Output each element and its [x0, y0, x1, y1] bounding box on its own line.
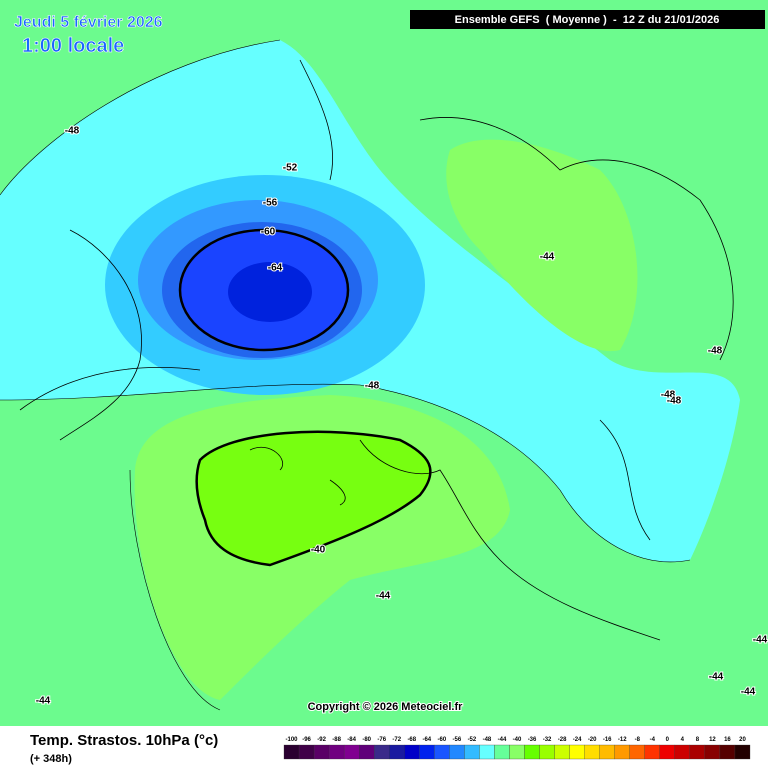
legend-swatch [389, 744, 405, 760]
legend-swatch [359, 744, 375, 760]
footer-title: Temp. Strastos. 10hPa (°c) [30, 732, 218, 749]
legend-tick: -76 [377, 737, 386, 743]
legend-swatch [599, 744, 615, 760]
legend-swatch [404, 744, 420, 760]
legend-swatch [494, 744, 510, 760]
isotherm [0, 39, 691, 711]
legend-tick: 0 [666, 737, 670, 743]
contour-label: -48 [661, 390, 676, 401]
contour-label: -44 [376, 591, 391, 602]
contour-label: -44 [36, 696, 51, 707]
legend-tick: -100 [286, 737, 299, 743]
legend-swatch [374, 744, 390, 760]
legend-swatch [464, 744, 480, 760]
legend-tick: -24 [573, 737, 582, 743]
legend-swatch [343, 744, 360, 760]
color-legend: -100 -96 -92 -88 -84 -80 -76 -72 -68 -64 -60 -56 -52… [283, 737, 751, 760]
run-box [410, 10, 765, 29]
legend-swatch [298, 744, 315, 760]
legend-swatch [629, 744, 645, 760]
legend-tick: -84 [347, 737, 356, 743]
legend-swatch [479, 744, 495, 760]
contour-label: -48 [708, 346, 723, 357]
legend-swatch [614, 744, 630, 760]
legend-tick: 8 [696, 737, 700, 743]
legend-tick: -16 [603, 737, 612, 743]
legend-swatch [644, 744, 660, 760]
legend-tick: -44 [498, 737, 507, 743]
legend-tick: -92 [317, 737, 326, 743]
legend-tick: -4 [650, 737, 656, 743]
run-info: Ensemble GEFS ( Moyenne ) - 12 Z du 21/0… [455, 14, 720, 26]
lead-time: (+ 348h) [30, 753, 72, 765]
legend-tick: -56 [453, 737, 462, 743]
contour-label: -48 [365, 381, 380, 392]
legend-tick: 12 [709, 737, 716, 743]
legend-tick: -68 [407, 737, 416, 743]
legend-tick: -60 [438, 737, 447, 743]
field-64 [228, 262, 312, 322]
light-green-field [446, 139, 638, 352]
legend-swatch [719, 744, 736, 760]
contour-label: -60 [261, 227, 276, 238]
legend-swatch [434, 744, 450, 760]
coastline [19, 59, 734, 641]
time: 1:00 locale [22, 35, 124, 57]
legend-tick: -72 [392, 737, 401, 743]
legend-swatch [539, 744, 555, 760]
contour-label: -48 [667, 396, 682, 407]
contour-label: -44 [540, 252, 555, 263]
legend-tick: -8 [635, 737, 641, 743]
contour-label: -52 [283, 163, 298, 174]
legend-swatch [449, 744, 465, 760]
legend-tick: 16 [724, 737, 731, 743]
legend-tick: -64 [422, 737, 431, 743]
legend-swatch [554, 744, 570, 760]
legend-swatch [509, 744, 525, 760]
legend-swatch [419, 744, 435, 760]
contour-label: -44 [741, 687, 756, 698]
legend-tick: -32 [543, 737, 552, 743]
legend-swatch [328, 744, 345, 760]
legend-tick: -88 [332, 737, 341, 743]
contour-label: -48 [65, 126, 80, 137]
legend-swatch [659, 744, 675, 760]
contour-label: -64 [268, 263, 283, 274]
date: Jeudi 5 février 2026 [14, 14, 163, 31]
legend-swatch [524, 744, 540, 760]
legend-swatch [283, 744, 300, 760]
contour-label: -56 [263, 198, 278, 209]
legend-swatch [569, 744, 585, 760]
legend-tick: -28 [558, 737, 567, 743]
legend-tick: -40 [513, 737, 522, 743]
legend-tick: -96 [302, 737, 311, 743]
legend-swatch [704, 744, 721, 760]
legend-tick: -48 [483, 737, 492, 743]
warm-core [195, 430, 432, 567]
legend-tick: -20 [588, 737, 597, 743]
contour-label: -40 [311, 545, 326, 556]
legend-tick: -36 [528, 737, 537, 743]
legend-swatch [313, 744, 330, 760]
legend-swatch [689, 744, 706, 760]
legend-tick: -80 [362, 737, 371, 743]
legend-tick: -12 [618, 737, 627, 743]
legend-tick: 20 [739, 737, 746, 743]
contour-labels: -48-52-56-60-64-44-48-48-48-48-40-44-44-… [35, 125, 768, 708]
contour-label: -44 [709, 672, 724, 683]
legend-swatch [674, 744, 691, 760]
copyright: Copyright © 2026 Meteociel.fr [308, 701, 464, 713]
contour-label: -44 [753, 635, 768, 646]
legend-swatch [734, 744, 751, 760]
legend-tick: -52 [468, 737, 477, 743]
legend-swatch [584, 744, 600, 760]
legend-tick: 4 [681, 737, 685, 743]
